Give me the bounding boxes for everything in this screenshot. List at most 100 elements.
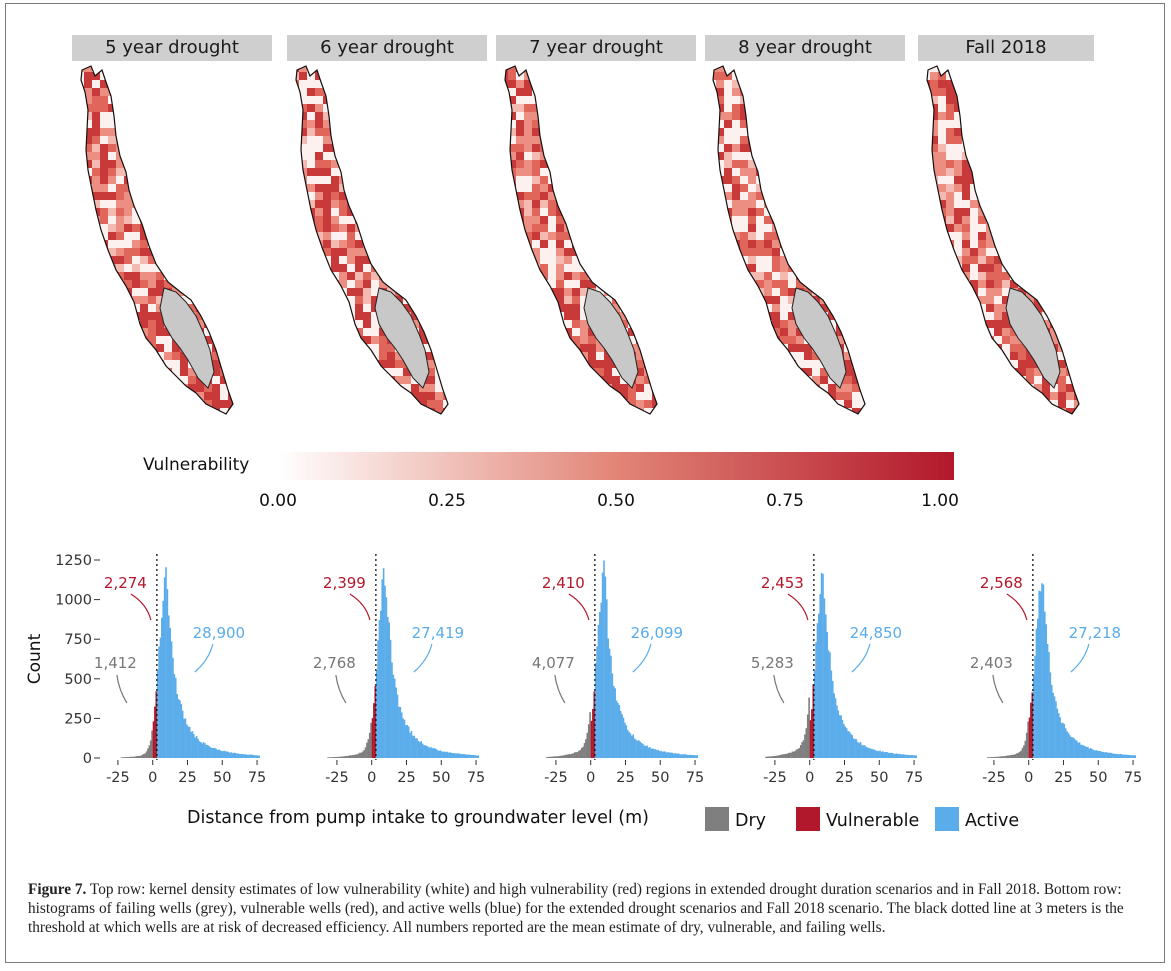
density-cell	[978, 248, 986, 256]
density-cell	[236, 248, 244, 256]
density-cell	[132, 408, 140, 414]
histogram-bar	[546, 757, 548, 758]
density-cell	[1058, 136, 1066, 144]
density-cell	[228, 192, 233, 200]
density-cell	[204, 400, 212, 408]
density-cell	[188, 66, 196, 72]
histogram-bar	[565, 754, 568, 758]
histogram-bar	[198, 741, 201, 758]
density-cell	[435, 288, 443, 296]
density-cell	[1018, 264, 1026, 272]
density-cell	[347, 248, 355, 256]
density-cell	[652, 240, 657, 248]
density-cell	[1026, 66, 1034, 72]
histogram-bar	[548, 756, 551, 758]
density-cell	[156, 272, 164, 280]
density-cell	[387, 360, 395, 368]
histogram-bar	[801, 742, 803, 758]
density-cell	[580, 280, 588, 288]
density-cell	[946, 168, 954, 176]
histogram-bar	[767, 756, 770, 758]
density-cell	[505, 272, 508, 280]
active-count-label: 27,218	[1069, 624, 1122, 642]
density-cell	[652, 104, 657, 112]
density-cell	[411, 160, 419, 168]
density-cell	[1050, 280, 1058, 288]
density-cell	[451, 184, 459, 192]
histogram-bar	[889, 753, 891, 758]
density-cell	[540, 296, 548, 304]
density-cell	[588, 72, 596, 80]
density-cell	[780, 256, 788, 264]
histogram-bar	[858, 743, 860, 758]
density-cell	[532, 400, 540, 408]
density-cell	[930, 144, 938, 152]
density-cell	[92, 192, 100, 200]
active-leader	[413, 643, 433, 673]
density-cell	[596, 66, 604, 72]
density-cell	[1058, 240, 1066, 248]
density-cell	[1010, 376, 1018, 384]
density-cell	[644, 136, 652, 144]
histogram-bar	[238, 754, 241, 758]
histogram-bar	[912, 755, 915, 758]
histogram-bar	[467, 754, 470, 758]
density-cell	[307, 280, 315, 288]
density-cell	[148, 296, 156, 304]
density-cell	[954, 160, 962, 168]
histogram-bar	[865, 746, 867, 758]
density-cell	[299, 280, 307, 288]
density-cell	[307, 360, 315, 368]
density-cell	[204, 120, 212, 128]
density-cell	[172, 408, 180, 414]
density-cell	[148, 160, 156, 168]
density-cell	[403, 176, 411, 184]
histogram-bar	[162, 600, 165, 758]
density-cell	[868, 96, 876, 104]
density-cell	[427, 312, 435, 320]
histogram-bar	[1041, 583, 1043, 758]
density-cell	[156, 66, 164, 72]
histogram-bar	[554, 756, 557, 758]
density-cell	[228, 248, 233, 256]
density-cell	[978, 136, 986, 144]
density-cell	[1082, 288, 1090, 296]
density-cell	[443, 160, 448, 168]
density-cell	[1066, 120, 1074, 128]
density-cell	[572, 400, 580, 408]
density-cell	[716, 208, 724, 216]
density-cell	[788, 328, 796, 336]
histogram-bar	[334, 756, 336, 758]
density-cell	[180, 136, 188, 144]
density-cell	[820, 400, 828, 408]
density-cell	[100, 320, 108, 328]
density-cell	[978, 168, 986, 176]
density-cell	[435, 184, 443, 192]
density-cell	[132, 344, 140, 352]
histogram-bar	[373, 703, 375, 758]
density-cell	[435, 144, 443, 152]
dry-count-label: 1,412	[94, 654, 137, 672]
density-cell	[852, 72, 860, 80]
density-cell	[1058, 184, 1066, 192]
histogram-bar	[833, 693, 835, 758]
density-cell	[363, 216, 371, 224]
density-cell	[764, 344, 772, 352]
density-cell	[164, 88, 172, 96]
density-cell	[403, 368, 411, 376]
density-cell	[724, 320, 732, 328]
density-cell	[946, 88, 954, 96]
density-cell	[395, 256, 403, 264]
density-cell	[296, 112, 299, 120]
density-cell	[132, 336, 140, 344]
density-cell	[986, 240, 994, 248]
density-cell	[772, 152, 780, 160]
density-cell	[954, 66, 962, 72]
density-cell	[612, 296, 620, 304]
density-cell	[986, 152, 994, 160]
histogram-bar	[441, 751, 443, 758]
density-cell	[938, 112, 946, 120]
density-cell	[443, 376, 448, 384]
density-cell	[930, 192, 938, 200]
histogram-bar	[378, 620, 381, 758]
